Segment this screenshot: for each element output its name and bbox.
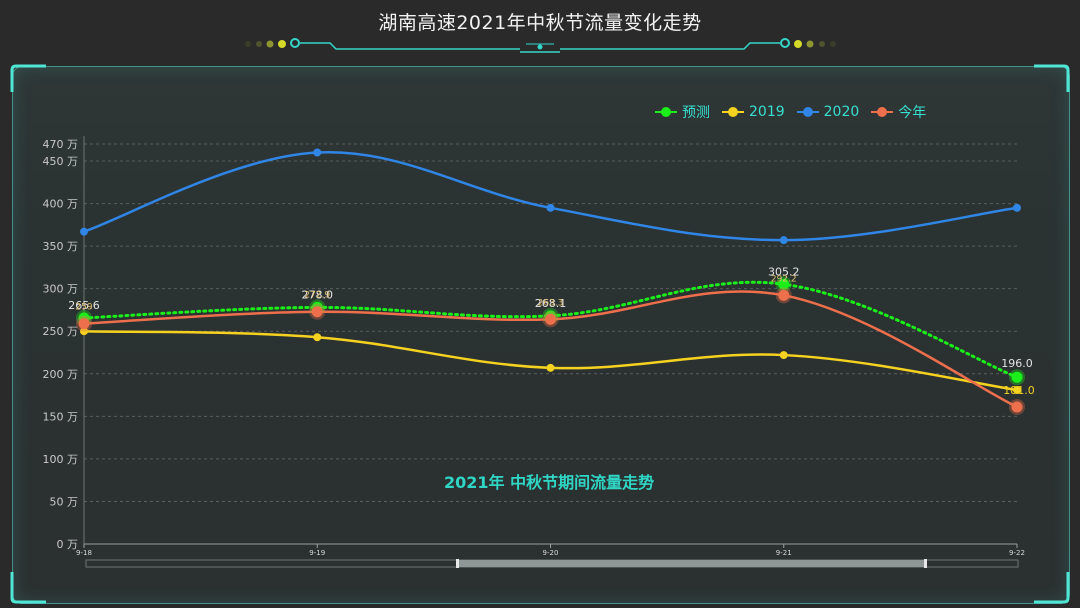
y-tick-label: 150 万 xyxy=(43,410,79,423)
data-label: 272.9 xyxy=(304,291,330,301)
data-point xyxy=(1011,401,1023,413)
legend-label: 预测 xyxy=(682,105,710,121)
data-label: 278.0 xyxy=(302,288,334,301)
data-point xyxy=(80,227,88,236)
y-tick-label: 400 万 xyxy=(43,198,79,211)
legend-item-2019[interactable]: 2019 xyxy=(722,104,785,120)
data-point xyxy=(778,278,790,290)
data-point xyxy=(545,313,556,325)
data-point xyxy=(1013,203,1021,212)
legend-label: 2020 xyxy=(823,104,860,120)
data-point xyxy=(1011,371,1023,383)
legend-label: 2019 xyxy=(749,104,785,120)
y-tick-label: 350 万 xyxy=(43,240,79,253)
y-tick-label: 50 万 xyxy=(50,495,79,508)
legend-swatch-icon xyxy=(655,106,677,118)
chart-legend: 预测 2019 2020 今年 xyxy=(655,103,926,121)
chart-title: 湖南高速2021年中秋节流量变化走势 xyxy=(378,12,702,34)
data-point xyxy=(80,327,88,336)
y-tick-label: 450 万 xyxy=(43,155,79,168)
y-tick-label: 100 万 xyxy=(43,453,79,466)
x-tick-label: 9-21 xyxy=(776,549,792,557)
y-tick-label: 0 万 xyxy=(57,538,79,551)
legend-item-forecast[interactable]: 预测 xyxy=(655,102,710,122)
data-label: 268.1 xyxy=(535,297,567,310)
legend-item-this-year[interactable]: 今年 xyxy=(871,102,926,122)
chart-panel xyxy=(12,66,1070,604)
data-point xyxy=(78,318,90,330)
data-point xyxy=(546,203,555,212)
y-tick-label: 470 万 xyxy=(43,138,79,151)
data-point xyxy=(311,306,323,318)
legend-item-2020[interactable]: 2020 xyxy=(796,104,860,120)
y-tick-label: 300 万 xyxy=(43,283,79,296)
legend-label: 今年 xyxy=(898,105,927,121)
y-tick-label: 200 万 xyxy=(43,368,79,381)
zoom-handle-left[interactable] xyxy=(456,559,459,568)
y-tick-label: 250 万 xyxy=(43,325,79,338)
data-point xyxy=(779,236,788,245)
data-point xyxy=(546,363,555,372)
data-label: 196.0 xyxy=(1001,357,1033,370)
chart-subtitle: 2021年 中秋节期间流量走势 xyxy=(444,473,655,492)
series-line-1 xyxy=(83,329,1018,392)
data-label: 292.2 xyxy=(771,274,797,284)
series-line-2 xyxy=(83,151,1018,242)
x-tick-label: 9-20 xyxy=(543,549,559,557)
data-label: 305.2 xyxy=(768,265,800,278)
x-tick-label: 9-19 xyxy=(309,549,325,557)
zoom-handle-right[interactable] xyxy=(924,559,927,568)
data-point xyxy=(313,148,322,157)
x-tick-label: 9-22 xyxy=(1009,549,1025,557)
data-label: 181.0 xyxy=(1003,384,1035,397)
data-point xyxy=(313,333,322,342)
legend-swatch-icon xyxy=(722,106,744,118)
data-point xyxy=(778,289,790,301)
data-point xyxy=(1013,385,1021,394)
data-point xyxy=(779,351,788,360)
legend-swatch-icon xyxy=(871,106,894,118)
x-tick-label: 9-18 xyxy=(76,549,92,557)
data-label: 265.6 xyxy=(68,299,100,312)
data-label: 259 xyxy=(75,303,92,313)
legend-swatch-icon xyxy=(796,106,819,118)
data-label: 263.3 xyxy=(538,298,564,308)
zoom-slider-window[interactable] xyxy=(458,560,925,567)
